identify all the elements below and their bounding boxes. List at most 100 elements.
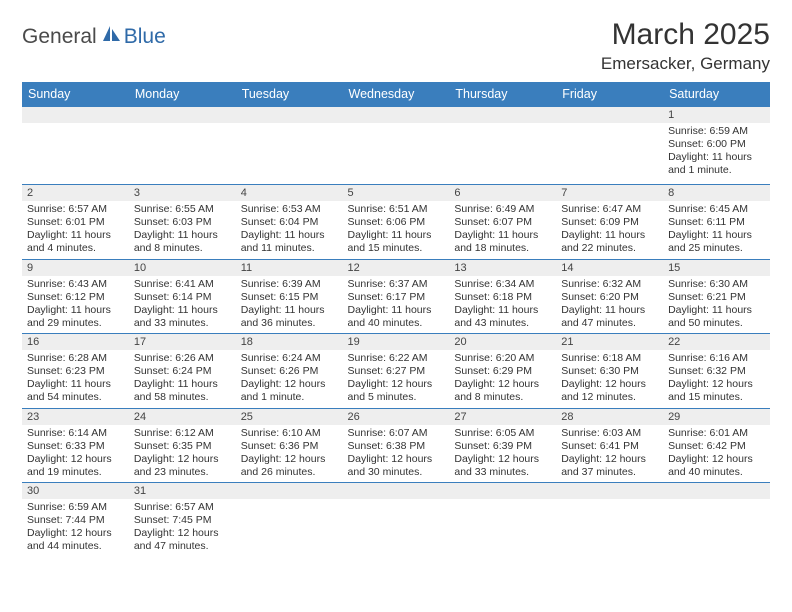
- day-content: Sunrise: 6:10 AMSunset: 6:36 PMDaylight:…: [236, 425, 343, 483]
- calendar-day-cell: 10Sunrise: 6:41 AMSunset: 6:14 PMDayligh…: [129, 259, 236, 334]
- day-number: 16: [22, 334, 129, 350]
- calendar-week-row: 23Sunrise: 6:14 AMSunset: 6:33 PMDayligh…: [22, 408, 770, 483]
- daylight-text: Daylight: 11 hours and 47 minutes.: [561, 304, 658, 330]
- daylight-text: Daylight: 12 hours and 47 minutes.: [134, 527, 231, 553]
- daylight-text: Daylight: 11 hours and 50 minutes.: [668, 304, 765, 330]
- day-number: 15: [663, 260, 770, 276]
- calendar-week-row: 30Sunrise: 6:59 AMSunset: 7:44 PMDayligh…: [22, 483, 770, 557]
- day-number: [129, 107, 236, 123]
- sunset-text: Sunset: 6:36 PM: [241, 440, 338, 453]
- day-content: Sunrise: 6:22 AMSunset: 6:27 PMDaylight:…: [343, 350, 450, 408]
- calendar-day-cell: 13Sunrise: 6:34 AMSunset: 6:18 PMDayligh…: [449, 259, 556, 334]
- day-content: Sunrise: 6:55 AMSunset: 6:03 PMDaylight:…: [129, 201, 236, 259]
- day-header-row: Sunday Monday Tuesday Wednesday Thursday…: [22, 82, 770, 107]
- day-header: Sunday: [22, 82, 129, 107]
- calendar-day-cell: 29Sunrise: 6:01 AMSunset: 6:42 PMDayligh…: [663, 408, 770, 483]
- sunset-text: Sunset: 6:30 PM: [561, 365, 658, 378]
- sunset-text: Sunset: 6:18 PM: [454, 291, 551, 304]
- sunrise-text: Sunrise: 6:18 AM: [561, 352, 658, 365]
- calendar-day-cell: [449, 107, 556, 185]
- day-content: Sunrise: 6:57 AMSunset: 6:01 PMDaylight:…: [22, 201, 129, 259]
- day-number: 28: [556, 409, 663, 425]
- sunrise-text: Sunrise: 6:32 AM: [561, 278, 658, 291]
- day-number: 4: [236, 185, 343, 201]
- sunset-text: Sunset: 6:42 PM: [668, 440, 765, 453]
- sunset-text: Sunset: 6:41 PM: [561, 440, 658, 453]
- daylight-text: Daylight: 11 hours and 43 minutes.: [454, 304, 551, 330]
- sunset-text: Sunset: 6:26 PM: [241, 365, 338, 378]
- calendar-day-cell: [236, 107, 343, 185]
- calendar-week-row: 9Sunrise: 6:43 AMSunset: 6:12 PMDaylight…: [22, 259, 770, 334]
- sunrise-text: Sunrise: 6:20 AM: [454, 352, 551, 365]
- calendar-day-cell: 16Sunrise: 6:28 AMSunset: 6:23 PMDayligh…: [22, 334, 129, 409]
- sunrise-text: Sunrise: 6:49 AM: [454, 203, 551, 216]
- day-number: [449, 483, 556, 499]
- sunrise-text: Sunrise: 6:57 AM: [134, 501, 231, 514]
- logo-sail-icon: [101, 24, 121, 49]
- day-content: Sunrise: 6:20 AMSunset: 6:29 PMDaylight:…: [449, 350, 556, 408]
- day-content: Sunrise: 6:37 AMSunset: 6:17 PMDaylight:…: [343, 276, 450, 334]
- day-content: Sunrise: 6:24 AMSunset: 6:26 PMDaylight:…: [236, 350, 343, 408]
- daylight-text: Daylight: 12 hours and 33 minutes.: [454, 453, 551, 479]
- sunrise-text: Sunrise: 6:07 AM: [348, 427, 445, 440]
- calendar-day-cell: 26Sunrise: 6:07 AMSunset: 6:38 PMDayligh…: [343, 408, 450, 483]
- day-content: Sunrise: 6:59 AMSunset: 6:00 PMDaylight:…: [663, 123, 770, 181]
- sunset-text: Sunset: 6:32 PM: [668, 365, 765, 378]
- day-number: 7: [556, 185, 663, 201]
- calendar-day-cell: [449, 483, 556, 557]
- daylight-text: Daylight: 11 hours and 22 minutes.: [561, 229, 658, 255]
- sunrise-text: Sunrise: 6:01 AM: [668, 427, 765, 440]
- sunrise-text: Sunrise: 6:24 AM: [241, 352, 338, 365]
- sunrise-text: Sunrise: 6:37 AM: [348, 278, 445, 291]
- day-content: Sunrise: 6:07 AMSunset: 6:38 PMDaylight:…: [343, 425, 450, 483]
- page-title: March 2025: [601, 18, 770, 52]
- daylight-text: Daylight: 12 hours and 5 minutes.: [348, 378, 445, 404]
- calendar-page: General Blue March 2025 Emersacker, Germ…: [0, 0, 792, 567]
- day-number: 6: [449, 185, 556, 201]
- sunset-text: Sunset: 6:39 PM: [454, 440, 551, 453]
- day-number: 17: [129, 334, 236, 350]
- day-number: 8: [663, 185, 770, 201]
- calendar-day-cell: 30Sunrise: 6:59 AMSunset: 7:44 PMDayligh…: [22, 483, 129, 557]
- calendar-day-cell: 25Sunrise: 6:10 AMSunset: 6:36 PMDayligh…: [236, 408, 343, 483]
- daylight-text: Daylight: 12 hours and 8 minutes.: [454, 378, 551, 404]
- sunrise-text: Sunrise: 6:57 AM: [27, 203, 124, 216]
- calendar-week-row: 1Sunrise: 6:59 AMSunset: 6:00 PMDaylight…: [22, 107, 770, 185]
- daylight-text: Daylight: 11 hours and 36 minutes.: [241, 304, 338, 330]
- logo-text-blue: Blue: [124, 25, 166, 49]
- day-number: 27: [449, 409, 556, 425]
- sunrise-text: Sunrise: 6:28 AM: [27, 352, 124, 365]
- calendar-day-cell: 2Sunrise: 6:57 AMSunset: 6:01 PMDaylight…: [22, 185, 129, 260]
- day-number: 22: [663, 334, 770, 350]
- calendar-week-row: 16Sunrise: 6:28 AMSunset: 6:23 PMDayligh…: [22, 334, 770, 409]
- daylight-text: Daylight: 11 hours and 33 minutes.: [134, 304, 231, 330]
- calendar-day-cell: [236, 483, 343, 557]
- day-content: Sunrise: 6:28 AMSunset: 6:23 PMDaylight:…: [22, 350, 129, 408]
- calendar-day-cell: 11Sunrise: 6:39 AMSunset: 6:15 PMDayligh…: [236, 259, 343, 334]
- sunrise-text: Sunrise: 6:26 AM: [134, 352, 231, 365]
- day-number: 23: [22, 409, 129, 425]
- sunset-text: Sunset: 6:24 PM: [134, 365, 231, 378]
- day-content: Sunrise: 6:41 AMSunset: 6:14 PMDaylight:…: [129, 276, 236, 334]
- day-content: Sunrise: 6:43 AMSunset: 6:12 PMDaylight:…: [22, 276, 129, 334]
- sunset-text: Sunset: 6:23 PM: [27, 365, 124, 378]
- calendar-day-cell: [343, 483, 450, 557]
- day-number: 21: [556, 334, 663, 350]
- day-content: Sunrise: 6:26 AMSunset: 6:24 PMDaylight:…: [129, 350, 236, 408]
- day-header: Wednesday: [343, 82, 450, 107]
- calendar-day-cell: 28Sunrise: 6:03 AMSunset: 6:41 PMDayligh…: [556, 408, 663, 483]
- calendar-day-cell: [556, 107, 663, 185]
- daylight-text: Daylight: 12 hours and 23 minutes.: [134, 453, 231, 479]
- day-content: Sunrise: 6:39 AMSunset: 6:15 PMDaylight:…: [236, 276, 343, 334]
- sunrise-text: Sunrise: 6:12 AM: [134, 427, 231, 440]
- day-number: 9: [22, 260, 129, 276]
- calendar-day-cell: [663, 483, 770, 557]
- sunset-text: Sunset: 6:01 PM: [27, 216, 124, 229]
- day-content: Sunrise: 6:51 AMSunset: 6:06 PMDaylight:…: [343, 201, 450, 259]
- sunset-text: Sunset: 6:11 PM: [668, 216, 765, 229]
- sunrise-text: Sunrise: 6:59 AM: [668, 125, 765, 138]
- day-header: Thursday: [449, 82, 556, 107]
- calendar-day-cell: 6Sunrise: 6:49 AMSunset: 6:07 PMDaylight…: [449, 185, 556, 260]
- day-content: Sunrise: 6:32 AMSunset: 6:20 PMDaylight:…: [556, 276, 663, 334]
- location-subtitle: Emersacker, Germany: [601, 54, 770, 74]
